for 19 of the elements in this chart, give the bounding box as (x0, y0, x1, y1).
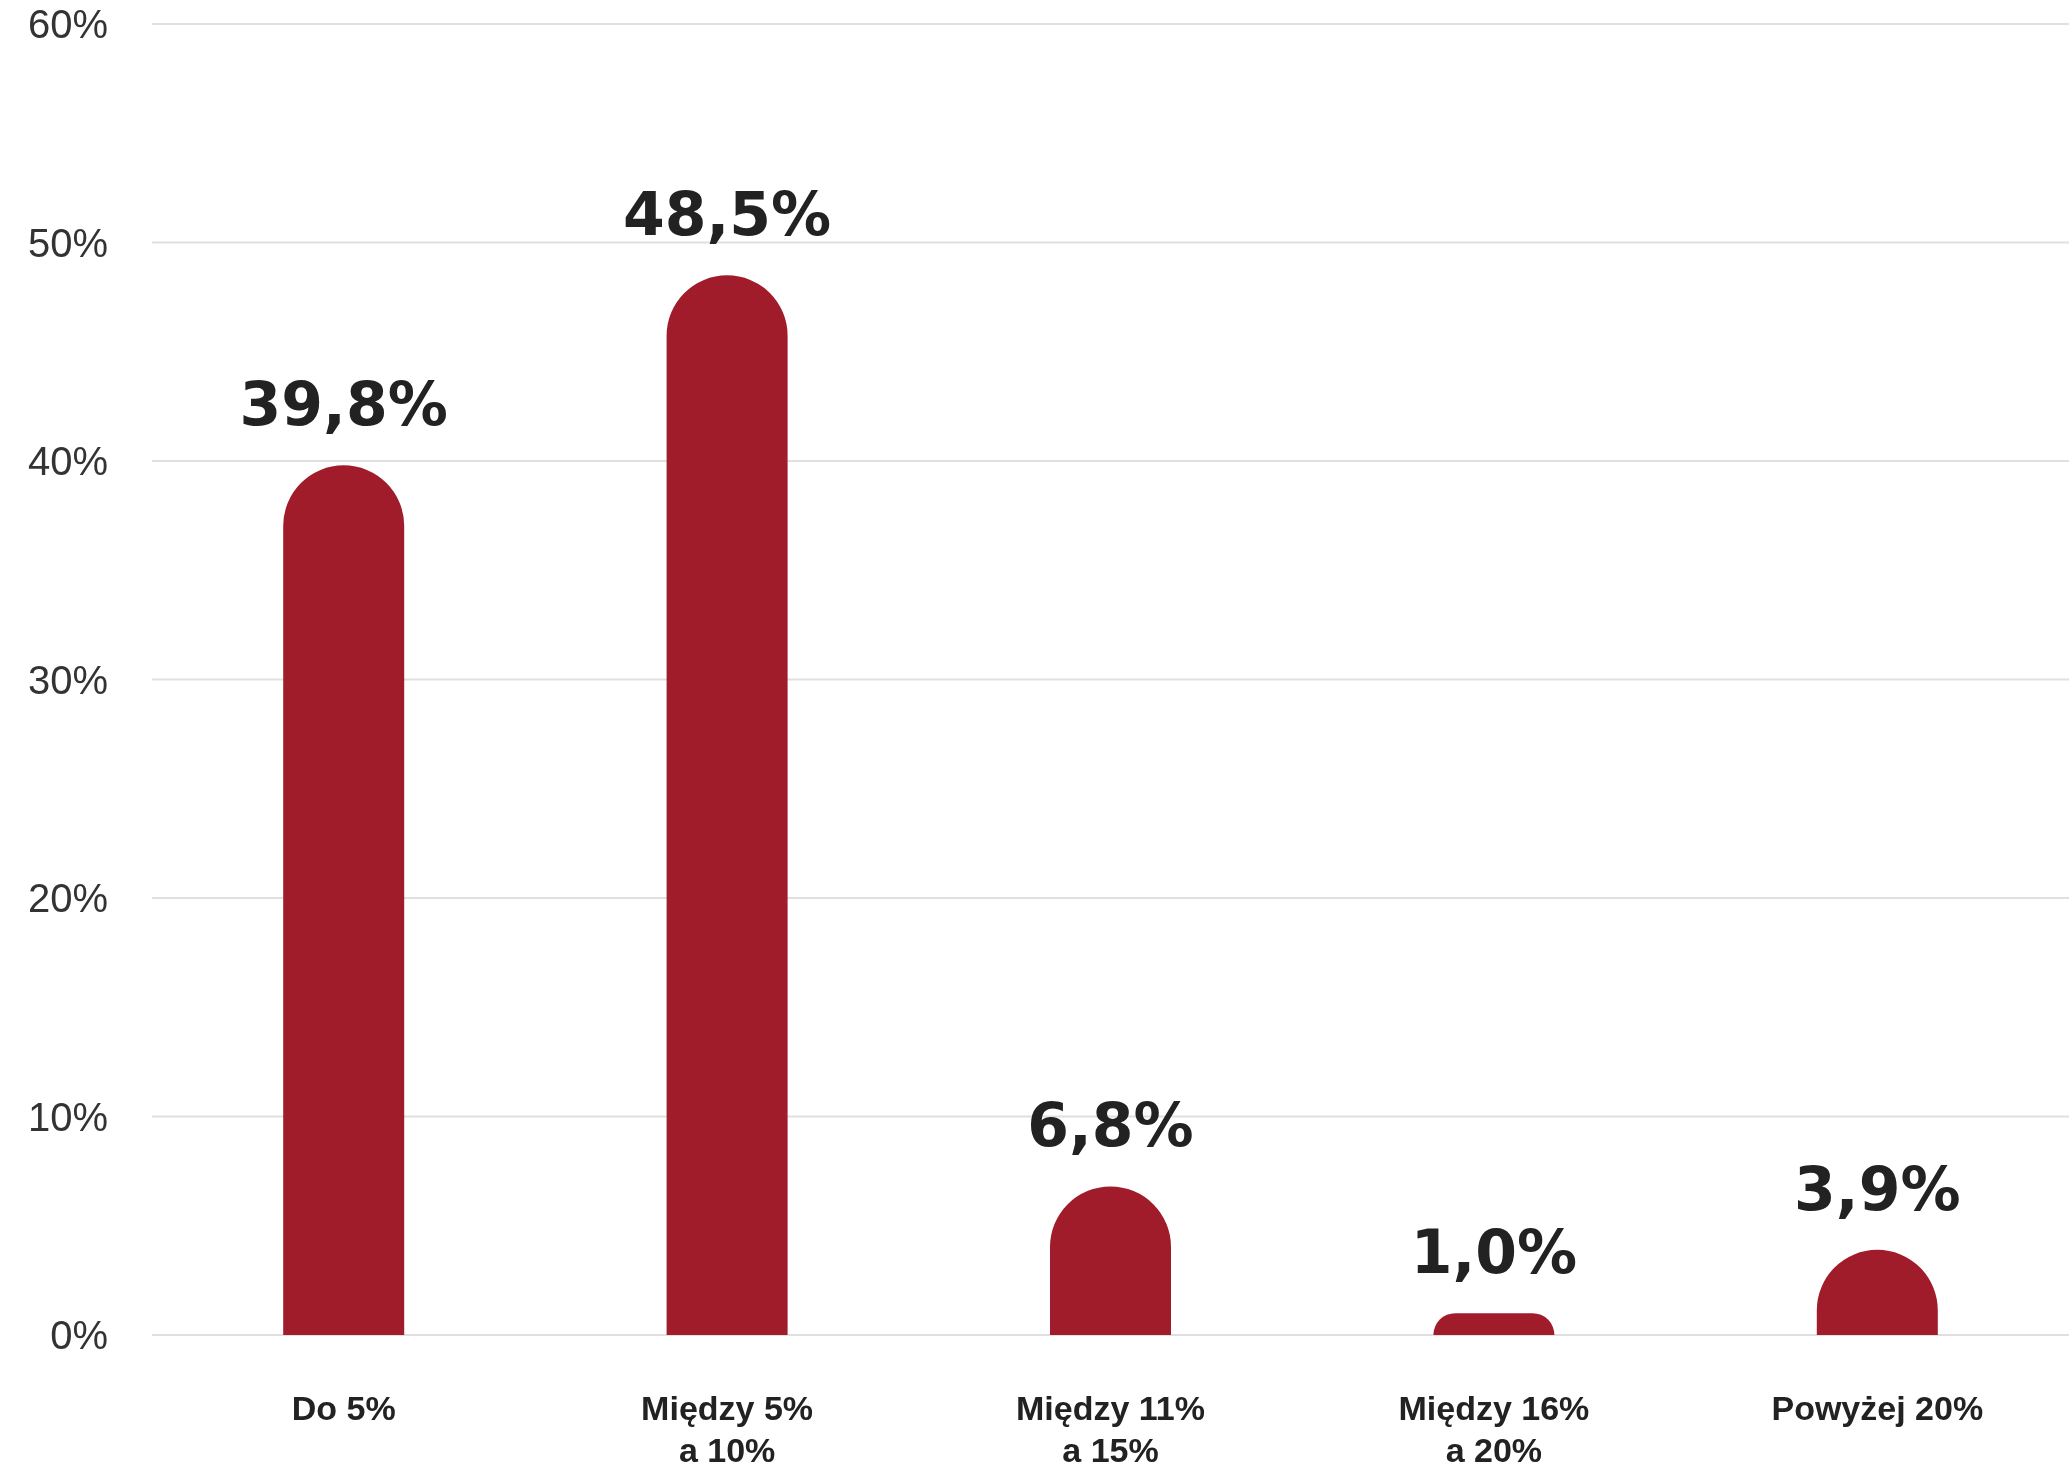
bar (283, 465, 405, 1335)
x-tick-label: Między 16% a 20% (1398, 1389, 1590, 1467)
data-label: 6,8% (1027, 1090, 1194, 1161)
x-tick-label: Powyżej 20% (1771, 1389, 1984, 1427)
data-label: 39,8% (239, 369, 448, 440)
x-tick-label: Między 11% a 15% (1016, 1389, 1205, 1467)
y-tick-label: 40% (27, 439, 108, 483)
x-tick-label: Do 5% (291, 1389, 396, 1427)
data-label: 3,9% (1794, 1153, 1961, 1224)
data-label: 48,5% (623, 179, 832, 250)
y-tick-label: 20% (27, 876, 108, 920)
y-tick-label: 60% (27, 2, 108, 46)
y-tick-label: 30% (27, 657, 108, 702)
x-tick-label: Między 5% a 10% (641, 1389, 814, 1467)
bar (666, 275, 788, 1335)
y-tick-label: 50% (27, 220, 108, 265)
y-tick-label: 10% (27, 1094, 108, 1139)
y-tick-label: 0% (50, 1313, 108, 1357)
data-label: 1,0% (1410, 1217, 1578, 1288)
